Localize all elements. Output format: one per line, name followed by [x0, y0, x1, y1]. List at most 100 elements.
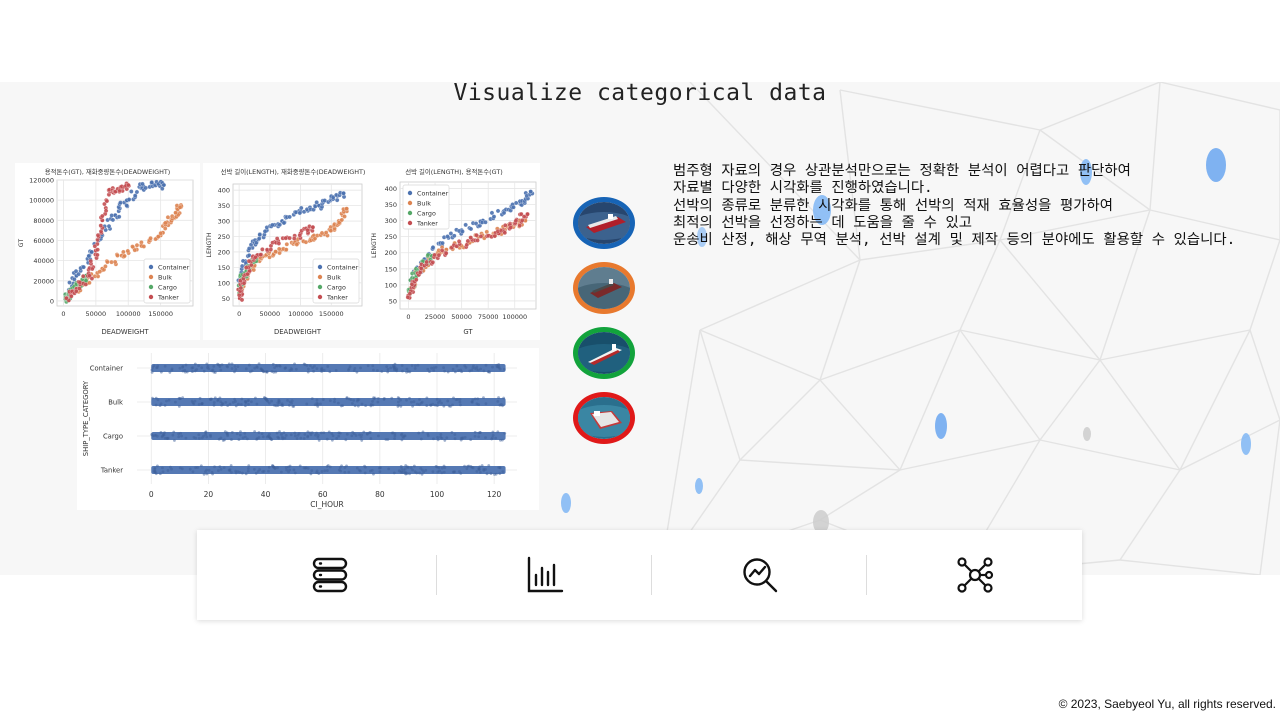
legend: Container Bulk Cargo Tanker: [312, 258, 360, 304]
legend-label: Tanker: [416, 220, 438, 228]
data-point: [310, 469, 314, 473]
data-point: [478, 234, 484, 239]
data-point: [502, 230, 508, 236]
data-point: [293, 471, 297, 475]
legend-label: Tanker: [157, 294, 179, 302]
data-point: [228, 402, 232, 406]
data-point: [184, 363, 188, 367]
data-point: [202, 369, 206, 373]
data-point: [278, 430, 281, 433]
chart-title: 선박 길이(LENGTH), 재화중량톤수(DEADWEIGHT): [221, 167, 366, 176]
data-point: [212, 403, 216, 407]
data-point: [227, 362, 231, 366]
data-point: [328, 399, 332, 403]
data-point: [393, 437, 396, 441]
data-point: [314, 433, 317, 437]
data-point: [290, 399, 294, 403]
data-point: [257, 436, 261, 439]
data-point: [436, 404, 439, 408]
data-point: [513, 200, 519, 206]
data-point: [238, 285, 244, 291]
network-edge: [1249, 239, 1280, 331]
data-point: [211, 472, 215, 476]
data-point: [386, 367, 390, 371]
network-edge: [699, 329, 821, 381]
data-point: [440, 466, 444, 470]
plot-area: [137, 353, 517, 484]
data-point: [163, 403, 167, 407]
legend-label: Container: [417, 190, 449, 198]
data-point: [447, 404, 451, 408]
data-point: [419, 437, 423, 441]
description-line: 자료별 다양한 시각화를 진행하였습니다.: [673, 180, 933, 197]
network-edge: [819, 329, 961, 381]
data-point: [315, 431, 318, 435]
network-edge: [1149, 209, 1280, 241]
data-point: [376, 369, 379, 372]
data-point: [419, 466, 423, 470]
series-tanker: [236, 224, 316, 303]
data-point: [465, 238, 471, 244]
data-point: [171, 433, 175, 437]
data-point: [239, 430, 242, 433]
data-point: [412, 464, 416, 468]
data-point: [293, 431, 297, 435]
icon-divider: [651, 555, 652, 595]
data-point: [458, 398, 462, 401]
data-point: [372, 472, 375, 476]
data-point: [331, 434, 335, 438]
icon-divider: [436, 555, 437, 595]
x-tick-label: 100000: [116, 310, 141, 318]
data-point: [313, 364, 316, 368]
data-point: [333, 400, 336, 404]
data-point: [267, 465, 271, 469]
strip-tanker: [151, 464, 506, 476]
data-point: [153, 467, 157, 471]
legend: Container Bulk Cargo Tanker: [143, 258, 191, 304]
data-point: [255, 366, 259, 369]
data-point: [494, 472, 498, 476]
data-point: [417, 270, 423, 275]
data-point: [115, 253, 120, 258]
data-point: [352, 369, 356, 373]
data-point: [371, 364, 375, 368]
legend-marker: [407, 200, 413, 206]
data-point: [308, 431, 312, 435]
database-cell: [222, 530, 437, 620]
data-point: [216, 399, 220, 403]
data-point: [453, 433, 457, 436]
y-tick-label: 300: [385, 217, 397, 225]
data-point: [320, 470, 324, 473]
data-point: [205, 435, 209, 439]
data-point: [430, 245, 436, 250]
data-point: [293, 434, 297, 438]
x-tick-label: 0: [149, 490, 154, 499]
icon-divider: [866, 555, 867, 595]
data-point: [315, 367, 319, 371]
data-point: [401, 369, 404, 373]
data-point: [359, 469, 362, 473]
data-point: [313, 204, 318, 209]
data-point: [247, 464, 251, 468]
y-tick-label: 20000: [33, 277, 54, 285]
x-tick-label: 100000: [502, 313, 527, 321]
data-point: [436, 438, 440, 442]
data-point: [490, 437, 494, 441]
data-point: [442, 404, 446, 408]
data-point: [473, 434, 477, 438]
data-point: [380, 370, 384, 373]
network-edge: [819, 259, 861, 381]
y-tick-label: 150: [218, 264, 230, 272]
data-point: [473, 397, 477, 401]
data-point: [261, 435, 265, 439]
data-point: [438, 469, 441, 473]
data-point: [161, 182, 167, 188]
data-point: [207, 468, 211, 472]
description-line: 최적의 선박을 선정하는 데 도움을 줄 수 있고: [673, 214, 972, 231]
data-point: [353, 404, 357, 408]
data-point: [181, 369, 185, 373]
data-point: [212, 401, 216, 404]
data-point: [312, 369, 315, 373]
data-point: [285, 468, 289, 472]
data-point: [303, 239, 309, 245]
